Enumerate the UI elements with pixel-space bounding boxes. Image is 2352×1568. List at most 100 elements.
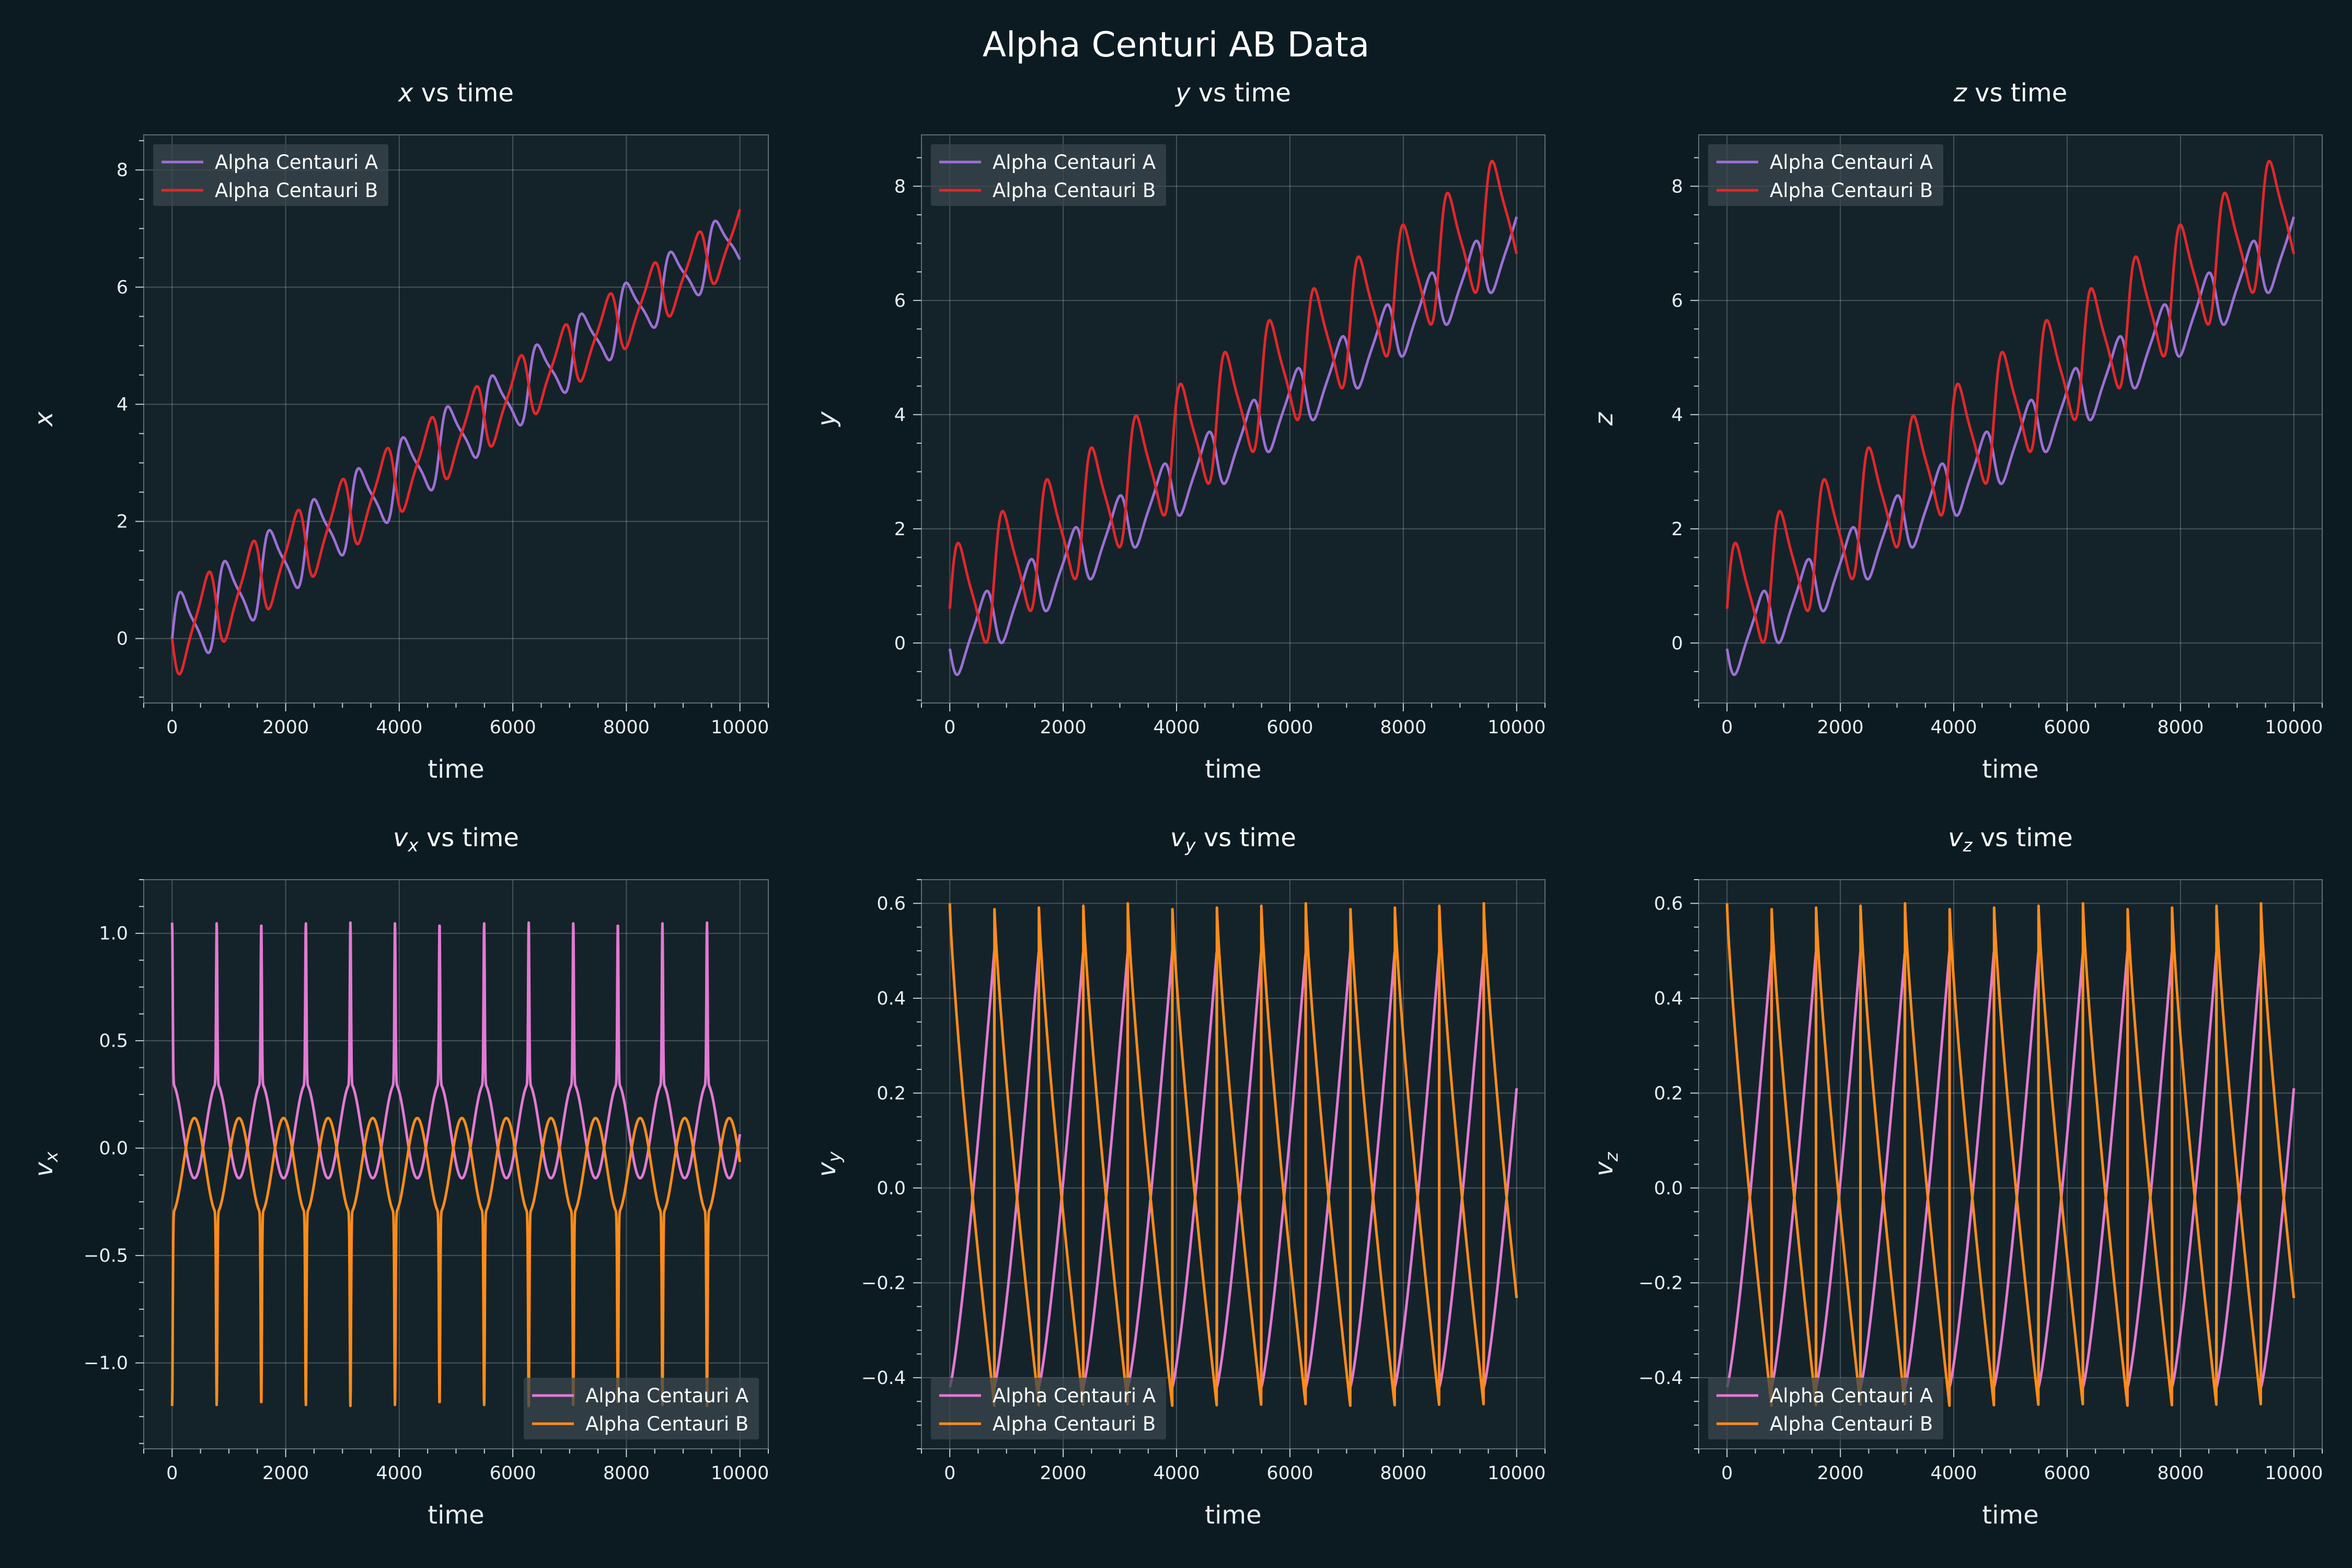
legend-label: Alpha Centauri B [215,179,378,202]
y-tick-label: 0 [894,633,906,654]
series-line-1 [1725,950,2296,1389]
chart-title-var: v [1948,823,1963,852]
y-axis-label: y [812,411,841,428]
chart-title-var: v [393,823,408,852]
legend-box [931,144,1166,206]
x-tick-label: 8000 [603,1463,650,1484]
y-tick-label: 4 [117,394,128,415]
chart-title-var: z [1953,78,1968,108]
y-axis-label-var: v [812,1162,841,1177]
x-axis-label: time [1205,1501,1261,1530]
chart-title-rest: vs time [1196,823,1296,852]
chart-title-rest: vs time [1967,78,2067,108]
legend-label: Alpha Centauri B [993,1413,1156,1435]
x-tick-label: 10000 [1488,717,1546,738]
x-tick-label: 4000 [1154,1463,1200,1484]
chart-title: y vs time [1174,78,1291,108]
x-tick-label: 6000 [1266,717,1313,738]
y-tick-label: 0 [1671,633,1683,654]
legend: Alpha Centauri A Alpha Centauri B [153,144,388,206]
y-tick-label: 0.2 [877,1083,906,1104]
y-axis-label: x [29,411,59,428]
x-tick-label: 2000 [1040,1463,1087,1484]
x-tick-label: 10000 [2265,717,2323,738]
x-tick-label: 4000 [1931,1463,1977,1484]
series-line-2 [170,1116,742,1408]
y-tick-label: 2 [117,512,128,533]
legend: Alpha Centauri A Alpha Centauri B [931,144,1166,206]
series-line-2 [170,209,742,676]
y-axis-label-var: v [29,1162,59,1177]
x-tick-label: 6000 [490,717,536,738]
chart-title-var: x [397,78,413,108]
x-tick-label: 0 [1721,1463,1733,1484]
chart-title: vy vs time [1170,823,1296,856]
y-tick-label: 2 [1671,519,1683,540]
y-axis-label-var: y [812,411,841,428]
legend-label: Alpha Centauri B [1770,1413,1933,1435]
chart-title-sub: x [407,835,419,856]
legend: Alpha Centauri A Alpha Centauri B [1708,1378,1943,1439]
x-axis-label: time [428,1501,484,1530]
series-line-2 [948,902,1518,1407]
chart-title: vz vs time [1948,823,2073,856]
x-axis-label: time [1205,755,1261,784]
y-tick-label: −0.5 [84,1246,128,1266]
y-axis-label: vy [812,1151,845,1177]
legend-label: Alpha Centauri B [993,179,1156,202]
x-tick-label: 4000 [376,717,422,738]
series-line-1 [170,220,741,654]
y-tick-label: 8 [1671,176,1683,197]
y-tick-label: 4 [894,405,906,425]
chart-panel-4: 0 2000 4000 6000 8000 10000 −1.0 −0.5 0.0 0.5 1.0 t… [29,823,769,1530]
x-axis-label: time [428,755,484,784]
x-tick-label: 4000 [1154,717,1200,738]
y-tick-label: −0.2 [861,1273,906,1294]
x-tick-label: 6000 [2044,1463,2090,1484]
x-tick-label: 0 [166,717,178,738]
series-line-2 [948,159,1518,644]
plot-area [1699,880,2322,1449]
chart-title-sub: z [1963,835,1973,856]
y-tick-label: 0.6 [1654,893,1683,914]
x-tick-label: 8000 [603,717,650,738]
legend-label: Alpha Centauri B [1770,179,1933,202]
series-line-1 [948,950,1518,1389]
y-tick-label: 0.4 [877,988,906,1009]
x-tick-label: 10000 [2265,1463,2323,1484]
y-tick-label: −0.4 [1639,1368,1683,1389]
chart-title-rest: vs time [1191,78,1291,108]
plot-area [921,135,1545,703]
y-tick-label: 6 [894,291,906,312]
figure-suptitle: Alpha Centuri AB Data [983,25,1369,65]
y-tick-label: −0.2 [1639,1273,1683,1294]
chart-title: vx vs time [393,823,519,856]
x-axis-label: time [1982,1501,2038,1530]
y-tick-label: 0.0 [1654,1178,1683,1199]
x-tick-label: 8000 [1380,1463,1426,1484]
legend-label: Alpha Centauri B [585,1413,748,1435]
x-tick-label: 10000 [1488,1463,1546,1484]
series-line-1 [170,921,742,1180]
chart-title-sub: y [1184,835,1196,856]
x-tick-label: 6000 [1266,1463,1313,1484]
y-axis-label: vx [29,1151,62,1177]
y-axis-label-var: z [1589,411,1619,426]
series-line-2 [1725,159,2296,644]
y-axis-label-sub: x [41,1151,62,1162]
series-line-2 [1725,902,2296,1407]
y-tick-label: 0.2 [1654,1083,1683,1104]
x-tick-label: 6000 [490,1463,536,1484]
y-tick-label: 0.6 [877,893,906,914]
x-tick-label: 0 [166,1463,178,1484]
x-tick-label: 10000 [711,1463,769,1484]
chart-panel-5: 0 2000 4000 6000 8000 10000 −0.4 −0.2 0.0 0.2 0.4 0… [812,823,1546,1530]
x-tick-label: 10000 [711,717,769,738]
x-tick-label: 0 [1721,717,1733,738]
x-tick-label: 4000 [376,1463,422,1484]
legend-label: Alpha Centauri A [1770,151,1933,174]
chart-title-rest: vs time [413,78,514,108]
